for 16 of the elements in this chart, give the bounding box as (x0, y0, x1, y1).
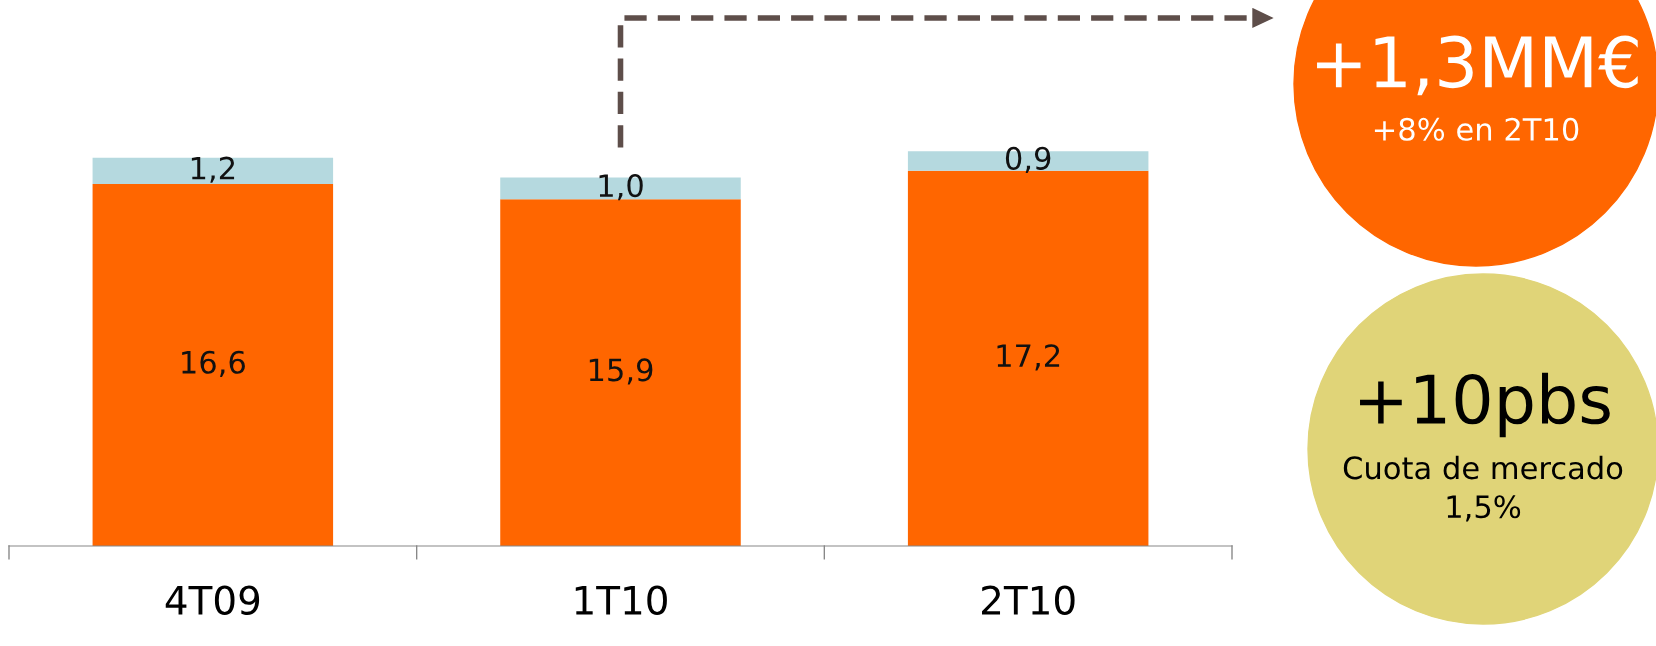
text: Cuota de mercado 1,5% (1343, 455, 1623, 522)
bar (92, 183, 334, 546)
data-label: 0,9 (1005, 146, 1051, 174)
data-label: 15,9 (589, 358, 653, 385)
x-tick-label: 2T10 (982, 585, 1075, 615)
text: +10pbs (1360, 372, 1610, 438)
data-label: 16,6 (182, 350, 245, 377)
data-label: 1,0 (599, 174, 643, 201)
bar (92, 157, 334, 184)
text: +1,3MM€ (1317, 35, 1638, 96)
x-tick-label: 1T10 (575, 585, 667, 615)
data-label: 17,2 (997, 344, 1060, 371)
bar (500, 199, 741, 546)
data-label: 1,2 (191, 156, 235, 183)
x-tick-label: 4T09 (165, 585, 260, 615)
text: +8% en 2T10 (1374, 117, 1579, 141)
